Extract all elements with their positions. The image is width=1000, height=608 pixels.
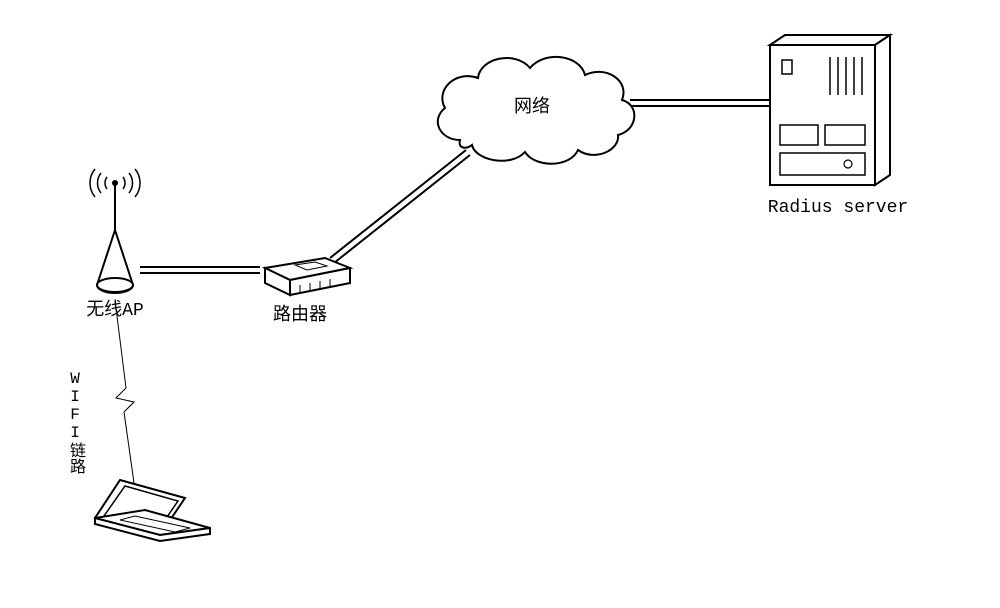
network-diagram: WIFI链路 [0, 0, 1000, 608]
edge-wireless-link [115, 300, 135, 490]
router-label: 路由器 [273, 304, 327, 326]
edge-cloud-server [630, 100, 770, 106]
edge-router-cloud [330, 150, 470, 263]
server-icon [770, 35, 890, 185]
cloud-label: 网络 [514, 96, 550, 118]
server-label: Radius server [768, 198, 908, 218]
wireless-ap-label: 无线AP [86, 299, 144, 321]
router-icon [265, 258, 350, 295]
edge-wireless-label: WIFI链路 [66, 370, 86, 474]
wireless-ap-icon [90, 169, 140, 293]
edge-ap-router [140, 267, 260, 273]
laptop-icon [95, 480, 210, 541]
